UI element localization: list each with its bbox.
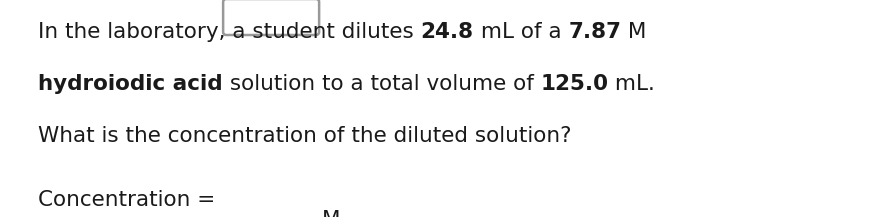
Text: M: M bbox=[621, 22, 646, 42]
Text: What is the concentration of the diluted solution?: What is the concentration of the diluted… bbox=[38, 126, 571, 146]
Text: In the laboratory, a student dilutes: In the laboratory, a student dilutes bbox=[38, 22, 420, 42]
Text: mL of a: mL of a bbox=[474, 22, 569, 42]
Text: M: M bbox=[322, 210, 341, 217]
Text: 125.0: 125.0 bbox=[540, 74, 609, 94]
FancyBboxPatch shape bbox=[224, 0, 319, 35]
Text: solution to a total volume of: solution to a total volume of bbox=[223, 74, 540, 94]
Text: mL.: mL. bbox=[609, 74, 655, 94]
Text: hydroiodic acid: hydroiodic acid bbox=[38, 74, 223, 94]
Text: Concentration =: Concentration = bbox=[38, 190, 222, 210]
Text: 24.8: 24.8 bbox=[420, 22, 474, 42]
Text: 7.87: 7.87 bbox=[569, 22, 621, 42]
